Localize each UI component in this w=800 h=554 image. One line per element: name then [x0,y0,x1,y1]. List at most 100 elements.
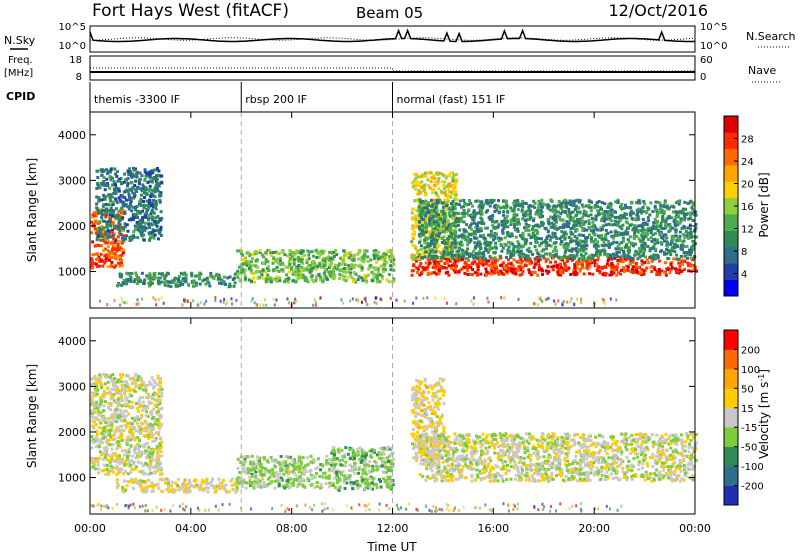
range-gate-cell [437,177,441,181]
range-gate-cell [559,204,562,208]
range-gate-cell [445,246,449,250]
range-gate-cell [675,253,679,257]
range-gate-cell [449,171,453,175]
range-gate-cell [239,271,243,275]
range-gate-cell [148,170,152,174]
range-gate-cell [585,257,589,261]
range-gate-cell [512,258,516,262]
range-gate-cell [660,249,664,253]
range-gate-cell [676,257,680,261]
range-gate-cell [419,232,423,236]
range-gate-cell [96,207,100,211]
range-gate-cell [102,409,106,412]
range-gate-cell [154,207,158,211]
range-gate-cell [629,200,633,204]
noise-tick-right-bottom: 10^0 [700,41,727,52]
range-gate-cell [687,217,691,221]
range-gate-cell [573,247,577,251]
range-gate-cell [355,298,358,302]
range-gate-cell [678,237,682,241]
range-gate-cell [312,259,316,263]
range-gate-cell [487,259,491,263]
range-gate-cell [539,215,543,219]
range-gate-cell [192,280,196,284]
range-gate-cell [428,252,432,256]
range-gate-cell [514,228,518,232]
range-gate-cell [340,274,344,278]
range-gate-cell [417,200,421,204]
range-gate-cell [112,209,116,213]
range-gate-cell [145,410,149,413]
freq-panel: Freq. [MHz] 18 8 60 0 Nave [4,55,780,83]
range-gate-cell [146,414,150,418]
range-gate-cell [446,199,450,203]
range-gate-cell [101,204,105,208]
range-gate-cell [558,226,562,229]
range-gate-cell [106,239,110,243]
range-gate-cell [464,250,468,254]
range-gate-cell [181,277,185,281]
range-gate-cell [264,258,268,262]
range-gate-cell [149,212,153,216]
range-gate-cell [222,280,226,284]
range-gate-cell [636,215,640,218]
range-gate-cell [129,470,133,474]
range-gate-cell [121,281,125,285]
range-gate-cell [123,416,127,420]
range-gate-cell [481,256,485,260]
range-gate-cell [126,278,130,282]
range-gate-cell [133,213,137,217]
range-gate-cell [659,240,663,244]
range-gate-cell [236,249,240,253]
range-gate-cell [139,203,143,207]
range-gate-cell [615,240,619,244]
range-gate-cell [467,232,471,236]
range-gate-cell [392,258,396,261]
range-gate-cell [494,241,498,245]
range-gate-cell [305,258,309,262]
range-gate-cell [608,273,612,277]
range-gate-cell [374,296,377,300]
range-gate-cell [560,235,564,239]
range-gate-cell [292,254,296,257]
range-gate-cell [112,180,116,184]
range-gate-cell [136,236,140,240]
range-gate-cell [329,274,333,278]
range-gate-cell [103,452,107,456]
range-gate-cell [97,409,101,413]
range-gate-cell [319,275,323,279]
range-gate-cell [448,255,452,259]
range-gate-cell [679,247,683,251]
range-gate-cell [411,224,415,228]
range-gate-cell [90,409,94,413]
range-gate-cell [629,213,632,217]
range-gate-cell [307,263,311,267]
range-gate-cell [363,254,367,258]
range-gate-cell [437,244,441,248]
range-gate-cell [624,245,628,249]
range-gate-cell [144,221,148,225]
range-gate-cell [264,280,268,284]
range-gate-cell [497,224,501,228]
range-gate-cell [674,234,678,238]
range-gate-cell [126,170,130,174]
range-gate-cell [98,230,102,234]
range-gate-cell [91,394,95,398]
range-gate-cell [254,270,258,274]
range-gate-cell [652,255,656,259]
range-gate-cell [94,416,98,420]
range-gate-cell [128,198,131,202]
range-gate-cell [109,167,113,171]
range-gate-cell [524,202,528,205]
range-gate-cell [481,259,485,263]
range-gate-cell [676,200,680,203]
range-gate-cell [546,220,550,224]
range-gate-cell [474,199,478,203]
range-gate-cell [105,222,109,226]
range-gate-cell [103,261,107,265]
range-gate-cell [349,251,353,254]
range-gate-cell [247,267,251,271]
range-gate-cell [654,208,658,212]
range-gate-cell [487,300,490,304]
range-gate-cell [150,397,154,401]
